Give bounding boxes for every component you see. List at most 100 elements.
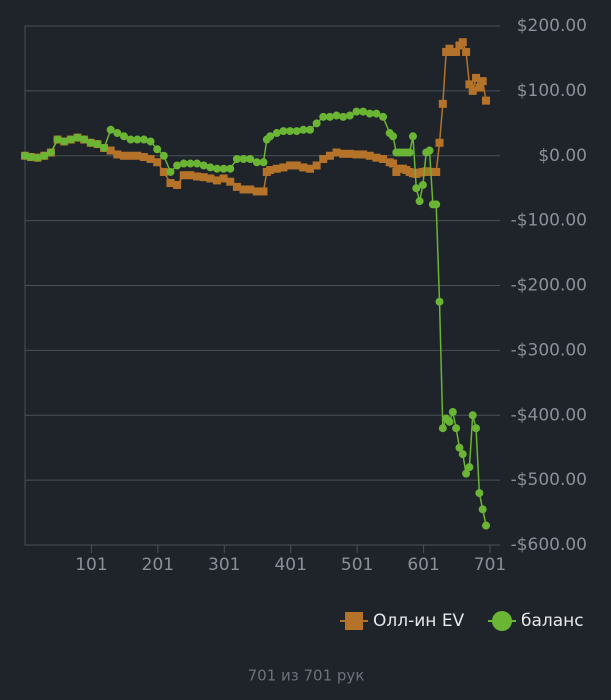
point-marker <box>365 109 374 118</box>
point-marker <box>438 424 447 433</box>
point-marker <box>100 143 109 152</box>
x-tick-label: 201 <box>142 555 174 575</box>
point-marker <box>179 171 188 180</box>
point-marker <box>339 149 348 158</box>
point-marker <box>159 167 168 176</box>
footer: 701 из 701 рук <box>248 667 365 685</box>
point-marker <box>458 38 467 47</box>
point-marker <box>259 187 268 196</box>
point-marker <box>279 163 288 172</box>
y-tick-label: -$200.00 <box>511 276 587 296</box>
point-marker <box>279 127 288 136</box>
point-marker <box>232 182 241 191</box>
point-marker <box>252 187 261 196</box>
point-marker <box>325 151 334 160</box>
point-marker <box>408 132 417 141</box>
point-marker <box>272 129 281 138</box>
point-marker <box>252 158 261 167</box>
point-marker <box>199 161 208 170</box>
point-marker <box>339 112 348 121</box>
point-marker <box>445 417 454 426</box>
point-marker <box>106 146 115 155</box>
point-marker <box>73 133 82 142</box>
point-marker <box>379 154 388 163</box>
point-marker <box>472 73 481 82</box>
point-marker <box>153 158 162 167</box>
point-marker <box>46 148 55 157</box>
y-tick-label: $200.00 <box>517 16 587 36</box>
point-marker <box>372 109 381 118</box>
point-marker <box>146 137 155 146</box>
point-marker <box>458 450 467 459</box>
y-tick-label: -$100.00 <box>511 211 587 231</box>
point-marker <box>133 151 142 160</box>
point-marker <box>232 154 241 163</box>
point-marker <box>292 127 301 136</box>
point-marker <box>332 148 341 157</box>
point-marker <box>246 154 255 163</box>
point-marker <box>186 171 195 180</box>
point-marker <box>266 166 275 175</box>
point-marker <box>133 135 142 144</box>
point-marker <box>21 151 29 160</box>
point-marker <box>319 112 328 121</box>
point-marker <box>452 424 461 433</box>
point-marker <box>435 297 444 306</box>
point-marker <box>438 99 447 108</box>
point-marker <box>113 150 122 159</box>
point-marker <box>379 112 388 121</box>
point-marker <box>159 151 168 160</box>
point-marker <box>139 135 148 144</box>
point-marker <box>212 176 221 185</box>
point-marker <box>40 151 49 160</box>
point-marker <box>266 132 275 141</box>
point-marker <box>345 149 354 158</box>
point-marker <box>332 111 341 120</box>
point-marker <box>448 408 457 417</box>
x-tick-label: 701 <box>474 555 506 575</box>
point-marker <box>359 150 368 159</box>
point-marker <box>462 469 471 478</box>
point-marker <box>206 163 215 172</box>
point-marker <box>425 146 434 155</box>
point-marker <box>465 80 474 89</box>
point-marker <box>465 463 474 472</box>
point-marker <box>86 138 95 147</box>
point-marker <box>186 159 195 168</box>
point-marker <box>305 125 314 134</box>
point-marker <box>193 159 202 168</box>
point-marker <box>219 164 228 173</box>
point-marker <box>312 119 321 128</box>
point-marker <box>452 47 461 56</box>
point-marker <box>199 173 208 182</box>
point-marker <box>468 411 477 420</box>
point-marker <box>153 145 162 154</box>
point-marker <box>126 151 135 160</box>
point-marker <box>432 200 441 209</box>
point-marker <box>239 185 248 194</box>
point-marker <box>166 178 175 187</box>
point-marker <box>226 177 235 186</box>
point-marker <box>462 47 471 56</box>
point-marker <box>482 521 491 530</box>
point-marker <box>179 159 188 168</box>
point-marker <box>26 153 35 162</box>
point-marker <box>478 505 487 514</box>
point-marker <box>239 154 248 163</box>
point-marker <box>93 140 102 149</box>
point-marker <box>119 132 128 141</box>
x-tick-label: 401 <box>274 555 306 575</box>
point-marker <box>372 153 381 162</box>
point-marker <box>286 161 295 170</box>
point-marker <box>80 135 89 144</box>
point-marker <box>352 150 361 159</box>
point-marker <box>432 167 441 176</box>
point-marker <box>412 184 421 193</box>
y-tick-label: -$300.00 <box>511 340 587 360</box>
point-marker <box>389 132 398 141</box>
y-tick-label: -$600.00 <box>511 535 587 555</box>
point-marker <box>193 172 202 181</box>
point-marker <box>66 135 75 144</box>
legend-marker <box>492 611 512 631</box>
